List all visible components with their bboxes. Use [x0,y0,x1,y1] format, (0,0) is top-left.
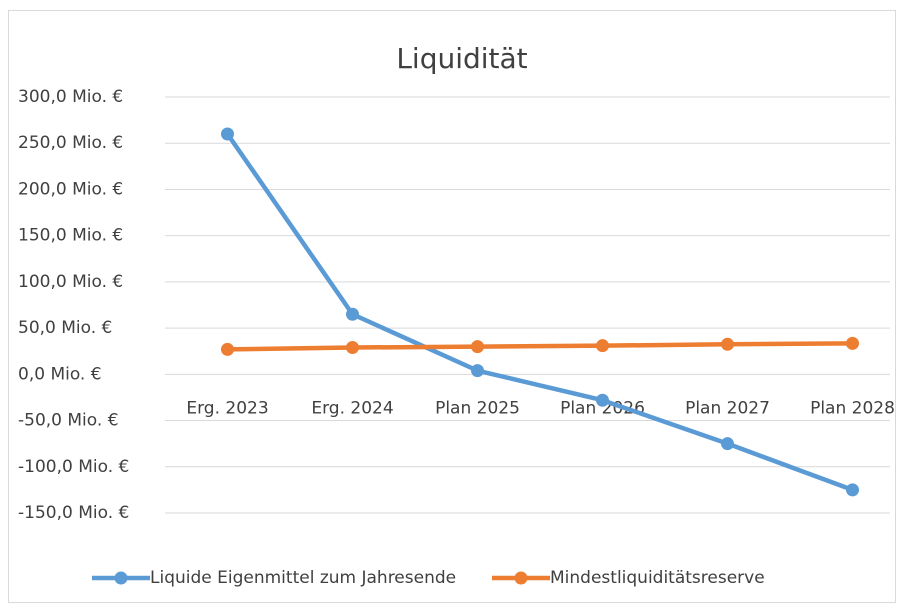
y-tick-label: 0,0 Mio. € [18,364,102,384]
series-marker [471,364,484,378]
x-tick-label: Erg. 2023 [186,398,268,418]
series-marker [721,437,734,451]
chart-border [8,10,896,603]
y-tick-label: -100,0 Mio. € [18,457,129,477]
y-tick-label: -50,0 Mio. € [18,411,119,431]
series-marker [221,127,234,141]
series-marker [346,341,359,355]
y-tick-label: 50,0 Mio. € [18,318,112,338]
series-marker [596,339,609,353]
legend-label: Liquide Eigenmittel zum Jahresende [150,568,456,588]
x-tick-label: Plan 2028 [810,398,895,418]
y-tick-label: 250,0 Mio. € [18,133,123,153]
series-line [225,132,854,492]
legend-label: Mindestliquiditätsreserve [550,568,765,588]
series-marker [846,483,859,497]
y-tick-label: -150,0 Mio. € [18,503,129,523]
series-line [227,341,853,352]
series-marker [596,393,609,407]
chart-title: Liquidität [396,42,527,75]
x-tick-label: Erg. 2024 [311,398,393,418]
x-tick-label: Plan 2026 [560,398,645,418]
series-marker [846,336,859,350]
x-tick-label: Plan 2027 [685,398,770,418]
x-tick-label: Plan 2025 [435,398,520,418]
series-marker [221,342,234,356]
y-tick-label: 300,0 Mio. € [18,87,123,107]
series-marker [721,337,734,351]
series-marker [346,307,359,321]
y-tick-label: 150,0 Mio. € [18,226,123,246]
series-marker [471,340,484,354]
y-tick-label: 200,0 Mio. € [18,179,123,199]
legend-marker [514,571,528,585]
y-tick-label: 100,0 Mio. € [18,272,123,292]
legend-marker [114,571,128,585]
